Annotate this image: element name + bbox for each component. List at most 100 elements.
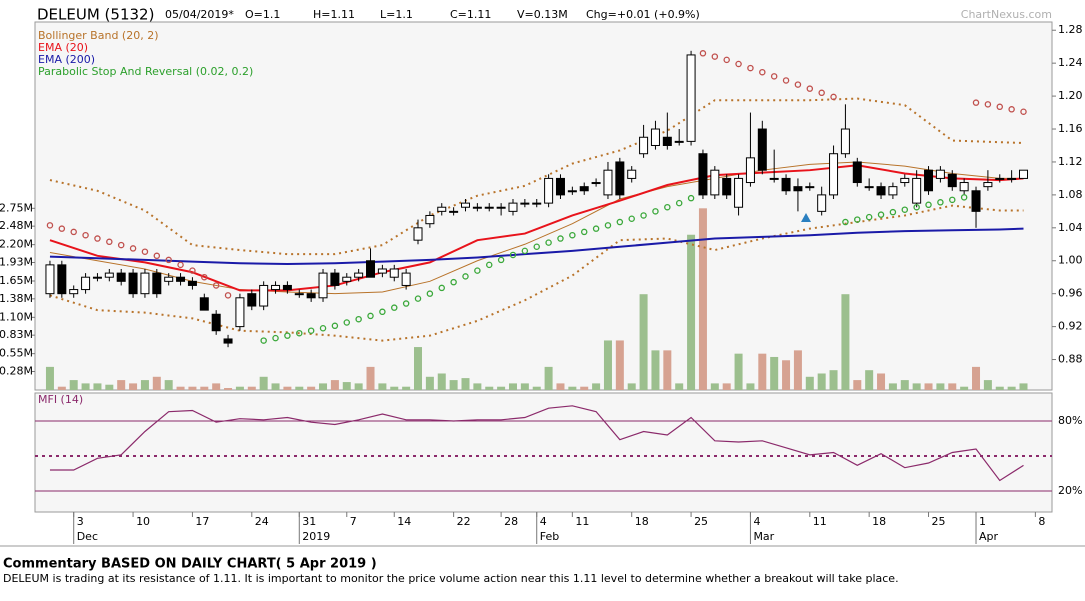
x-tick-label: 28 [504, 515, 518, 528]
volume-bar [319, 383, 328, 390]
sar-dot [485, 261, 493, 269]
header-field: L=1.1 [380, 8, 413, 21]
candle-body [805, 186, 815, 189]
volume-tick-label: 1.38M [0, 292, 33, 305]
x-tick-label: 25 [694, 515, 708, 528]
volume-bar [936, 383, 945, 390]
volume-bar [758, 353, 767, 390]
volume-bar [972, 366, 981, 390]
sar-dot [94, 235, 101, 242]
volume-bar [1019, 383, 1028, 390]
sar-dot [842, 218, 849, 226]
sar-dot [284, 332, 291, 339]
volume-bar [663, 350, 672, 390]
volume-bar [342, 382, 351, 390]
sar-dot [806, 85, 814, 92]
candle-body [152, 272, 162, 295]
volume-bar [81, 383, 90, 390]
volume-bar [176, 386, 185, 390]
x-tick-label: 24 [255, 515, 269, 528]
x-tick-label: 7 [350, 515, 357, 528]
volume-bar [888, 383, 897, 390]
volume-bar [461, 378, 470, 390]
sar-dot [296, 329, 303, 337]
candle-body [330, 272, 340, 286]
sar-dot [201, 273, 208, 281]
volume-bar [639, 294, 648, 390]
volume-tick-label: 0.55M [0, 347, 33, 360]
sar-dot [391, 304, 398, 311]
candle-body [983, 182, 993, 188]
candle-body [164, 276, 174, 282]
sar-dot [711, 53, 719, 60]
candle-body [817, 194, 827, 212]
sar-dot [189, 267, 196, 274]
volume-bar [105, 384, 114, 390]
sar-dot [854, 216, 861, 223]
volume-bar [45, 366, 54, 390]
volume-bar [568, 386, 577, 390]
sar-dot [438, 284, 446, 292]
volume-bar [900, 380, 909, 390]
candle-body [603, 169, 613, 196]
candle-body [104, 272, 114, 278]
volume-bar [995, 386, 1004, 390]
x-tick-label: 10 [136, 515, 150, 528]
volume-bar [164, 380, 173, 390]
sar-dot [82, 231, 89, 239]
sar-dot [272, 334, 279, 342]
volume-bar [544, 366, 553, 390]
mfi-tick-label: 20% [1058, 484, 1082, 497]
volume-bar [307, 386, 316, 390]
sar-dot [58, 225, 66, 232]
volume-tick-label: 2.75M [0, 201, 33, 214]
candle-body [686, 54, 696, 142]
candle-body [710, 169, 720, 196]
volume-bar [224, 388, 233, 390]
candle-body [116, 272, 126, 282]
volume-bar [924, 383, 933, 390]
volume-bar [508, 383, 517, 390]
sar-dot [913, 203, 920, 211]
volume-bar [378, 383, 387, 390]
volume-tick-label: 1.65M [0, 274, 33, 287]
candle-body [342, 276, 352, 282]
sar-dot [937, 199, 944, 206]
sar-dot [960, 194, 968, 201]
candle-body [662, 136, 672, 146]
candle-body [888, 186, 898, 196]
header-field: 05/04/2019* [165, 8, 234, 21]
y-tick-label: 1.28 [1058, 23, 1083, 36]
candle-body [639, 136, 649, 155]
candle-body [935, 169, 945, 179]
sar-dot [462, 273, 469, 280]
volume-bar [57, 386, 66, 390]
sar-dot [830, 93, 837, 101]
volume-tick-label: 1.93M [0, 255, 33, 268]
mfi-tick-label: 80% [1058, 414, 1082, 427]
candle-body [829, 153, 839, 196]
sar-dot [664, 203, 671, 211]
candle-body [271, 284, 281, 291]
candle-body [57, 264, 67, 295]
y-tick-label: 0.96 [1058, 287, 1083, 300]
candle-body [674, 140, 684, 143]
candle-body [389, 268, 399, 278]
volume-bar [841, 294, 850, 390]
bollinger-middle [49, 161, 1024, 295]
candle-body [947, 173, 957, 188]
volume-bar [1007, 386, 1016, 390]
candle-body [876, 186, 886, 196]
sar-dot [141, 248, 149, 255]
candle-body [971, 190, 981, 212]
volume-bar [853, 380, 862, 390]
x-tick-label: 14 [397, 515, 411, 528]
candle-body [354, 272, 364, 278]
volume-bar [129, 383, 138, 390]
header-field: C=1.11 [450, 8, 491, 21]
volume-bar [520, 383, 529, 390]
volume-bar [437, 373, 446, 390]
volume-bar [734, 353, 743, 390]
candle-body [995, 177, 1005, 180]
candle-body [140, 272, 150, 295]
